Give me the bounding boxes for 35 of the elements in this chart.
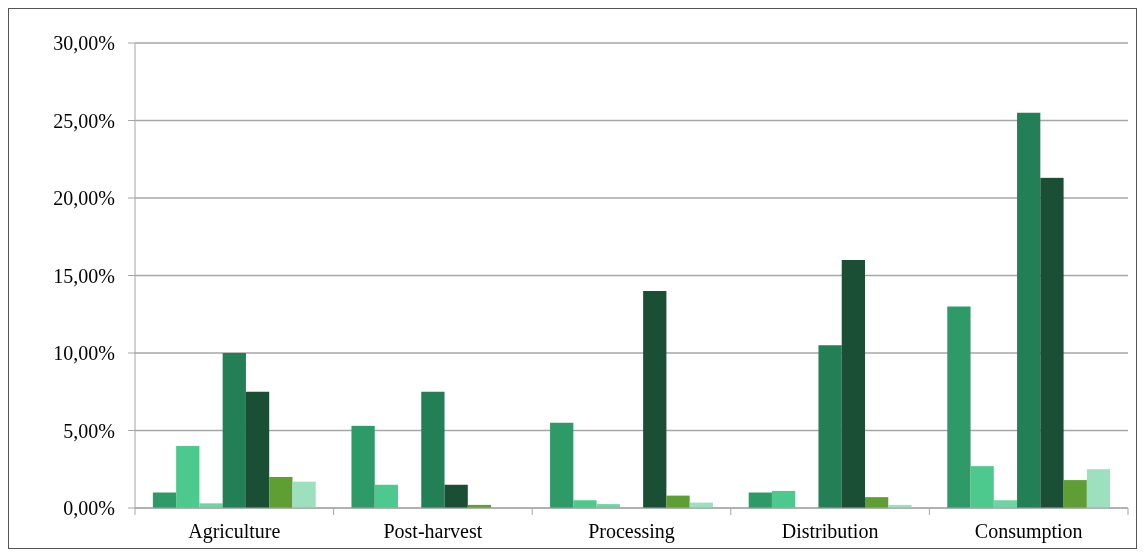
bar [550, 422, 574, 508]
bar [176, 446, 200, 508]
y-tick-label: 10,00% [53, 342, 115, 364]
y-tick-label: 5,00% [63, 419, 115, 442]
bar [1040, 177, 1064, 508]
bar [269, 477, 293, 508]
bar [421, 391, 445, 508]
x-tick-label: Post-harvest [383, 520, 483, 542]
bar [666, 495, 690, 508]
y-tick-label: 0,00% [63, 497, 115, 519]
x-tick-label: Agriculture [188, 520, 281, 543]
bar [222, 353, 246, 508]
bar [444, 484, 468, 508]
bar [1086, 469, 1111, 508]
bar [351, 425, 375, 508]
y-tick-label: 20,00% [53, 187, 115, 209]
bar [970, 466, 994, 508]
y-tick-label: 30,00% [53, 32, 115, 54]
bar [643, 291, 667, 508]
bar [245, 391, 270, 508]
x-tick-label: Distribution [781, 520, 879, 542]
x-tick-label: Consumption [974, 520, 1083, 543]
y-tick-label: 15,00% [53, 264, 115, 287]
bar [771, 490, 796, 508]
bar [1017, 112, 1041, 508]
bar [374, 484, 398, 508]
bar [947, 306, 971, 508]
bar [841, 260, 865, 508]
bar [865, 497, 889, 508]
bar [1063, 480, 1087, 508]
y-tick-label: 25,00% [53, 109, 115, 132]
bar [818, 345, 842, 508]
bar [292, 481, 316, 508]
x-tick-label: Processing [588, 520, 675, 543]
bar [573, 500, 597, 508]
